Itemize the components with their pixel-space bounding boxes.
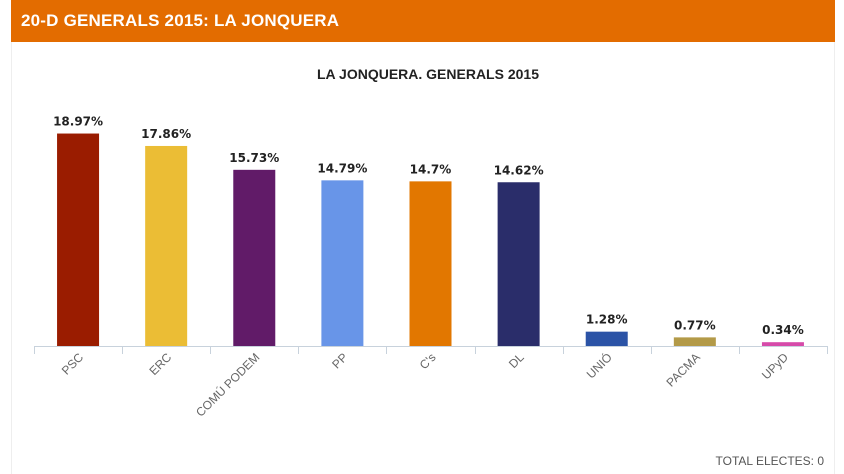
x-tick-label: PSC [59,350,87,378]
x-tick-label: ERC [146,350,174,378]
header-bar: 20-D GENERALS 2015: LA JONQUERA [11,0,835,42]
x-tick-label: UNIÓ [583,350,615,382]
results-widget: 20-D GENERALS 2015: LA JONQUERA LA JONQU… [11,0,835,474]
bar-upyd [761,342,804,346]
x-tick-label: C's [417,350,439,372]
chart-panel: LA JONQUERA. GENERALS 2015 18.97% 17.86% 1… [11,42,835,474]
bar-uni- [585,331,628,346]
x-tick-label: COMÚ PODEM [192,350,262,420]
x-tick-label: PACMA [664,350,703,389]
widget-title: 20-D GENERALS 2015: LA JONQUERA [21,11,340,30]
data-label: 18.97% [53,115,103,129]
bar-pacma [673,337,716,346]
data-label: 15.73% [229,151,279,165]
x-tick-label: PP [329,350,350,371]
data-label: 0.77% [674,318,716,332]
x-axis-tick-labels: PSC ERC COMÚ PODEM PP C's DL UNIÓ PACMA UPyD [59,350,791,420]
bar-erc [145,145,188,346]
x-tick-label: UPyD [759,350,791,382]
data-label: 17.86% [141,127,191,141]
x-tick-label: DL [506,350,527,371]
total-elected-label: TOTAL ELECTES: 0 [715,454,824,468]
data-label: 14.7% [410,162,452,176]
chart-title: LA JONQUERA. GENERALS 2015 [317,66,539,82]
data-label: 1.28% [586,313,628,327]
bar-com-podem [233,169,276,346]
x-axis-ticks [34,346,828,354]
bar-dl [497,182,540,346]
data-label: 14.62% [494,163,544,177]
bar-chart: LA JONQUERA. GENERALS 2015 18.97%17.86%1… [34,66,828,420]
data-label: 0.34% [762,323,804,337]
bar-c-s [409,181,452,346]
bar-pp [321,180,364,346]
bar-psc [57,133,100,346]
data-label: 14.79% [317,161,367,175]
data-labels-group: 18.97% 17.86% 15.73% 14.79% 14.7% 14.62% 1.28%… [53,115,804,338]
bars-group [57,133,804,346]
